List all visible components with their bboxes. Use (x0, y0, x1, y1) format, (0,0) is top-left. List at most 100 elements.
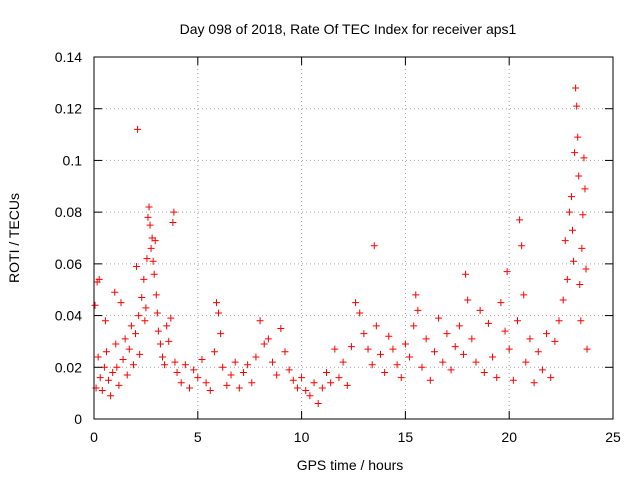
chart-title: Day 098 of 2018, Rate Of TEC Index for r… (180, 21, 517, 37)
data-point (451, 343, 459, 351)
data-point (464, 296, 472, 304)
data-point (167, 314, 175, 322)
data-point (318, 384, 326, 392)
data-point (140, 275, 148, 283)
data-point (501, 327, 509, 335)
data-point (169, 218, 177, 226)
data-point (143, 255, 151, 263)
data-point (134, 125, 142, 133)
data-point (573, 102, 581, 110)
data-point (468, 335, 476, 343)
data-point (480, 368, 488, 376)
data-point (406, 353, 414, 361)
data-point (161, 361, 169, 369)
data-point (368, 361, 376, 369)
data-point (231, 358, 239, 366)
data-point (347, 343, 355, 351)
data-point (127, 322, 135, 330)
data-point (472, 358, 480, 366)
data-point (256, 317, 264, 325)
data-point (370, 242, 378, 250)
y-tick-label: 0 (74, 411, 82, 427)
y-tick-label: 0.1 (63, 152, 83, 168)
data-point (576, 281, 584, 289)
data-point (397, 374, 405, 382)
data-point (352, 299, 360, 307)
data-point (335, 374, 343, 382)
data-point (522, 358, 530, 366)
data-point (418, 363, 426, 371)
data-point (223, 381, 231, 389)
data-point (570, 257, 578, 265)
data-point (547, 374, 555, 382)
data-point (165, 337, 173, 345)
data-point (538, 366, 546, 374)
data-point (460, 350, 468, 358)
data-point (543, 330, 551, 338)
data-point (142, 304, 150, 312)
data-point (583, 345, 591, 353)
data-point (138, 293, 146, 301)
data-point (113, 363, 121, 371)
data-point (339, 358, 347, 366)
data-point (227, 371, 235, 379)
data-point (567, 193, 575, 201)
data-point (555, 317, 563, 325)
data-point (100, 363, 108, 371)
data-point (210, 348, 218, 356)
data-point (111, 288, 119, 296)
data-point (376, 350, 384, 358)
data-point (578, 244, 586, 252)
data-point (151, 237, 159, 245)
data-point (306, 392, 314, 400)
data-point (310, 379, 318, 387)
data-point (534, 348, 542, 356)
data-point (435, 314, 443, 322)
data-point (343, 381, 351, 389)
data-point (198, 356, 206, 364)
data-point (109, 368, 117, 376)
data-point (144, 213, 152, 221)
data-point (194, 374, 202, 382)
data-point (202, 379, 210, 387)
data-point (302, 387, 310, 395)
data-point (385, 332, 393, 340)
data-point (264, 335, 272, 343)
data-point (117, 299, 125, 307)
data-point (410, 322, 418, 330)
data-point (185, 384, 193, 392)
data-point (177, 379, 185, 387)
data-point (219, 363, 227, 371)
data-point (505, 345, 513, 353)
data-point (154, 327, 162, 335)
data-point (181, 361, 189, 369)
data-point (248, 379, 256, 387)
data-point (147, 244, 155, 252)
data-point (129, 361, 137, 369)
data-point (235, 384, 243, 392)
data-point (577, 317, 585, 325)
grid-lines (94, 57, 613, 419)
y-tick-label: 0.02 (55, 359, 82, 375)
data-point (430, 348, 438, 356)
data-point (422, 335, 430, 343)
data-point (360, 330, 368, 338)
y-tick-label: 0.12 (55, 101, 82, 117)
data-point (277, 325, 285, 332)
data-point (115, 381, 123, 389)
data-point (269, 358, 277, 366)
data-point (121, 335, 129, 343)
x-tick-label: 0 (90, 429, 98, 445)
data-point (173, 368, 181, 376)
data-point (101, 317, 109, 325)
data-point (323, 368, 331, 376)
data-point (443, 330, 451, 338)
axis-ticks: 0 5 10 15 20 25 0 0.02 0.04 0.06 0.08 0.1 0.12 0.14 (55, 49, 621, 445)
data-point (530, 379, 538, 387)
data-point (260, 340, 268, 348)
data-point (462, 270, 470, 278)
data-point (439, 358, 447, 366)
data-point (239, 368, 247, 376)
data-point (156, 340, 164, 348)
